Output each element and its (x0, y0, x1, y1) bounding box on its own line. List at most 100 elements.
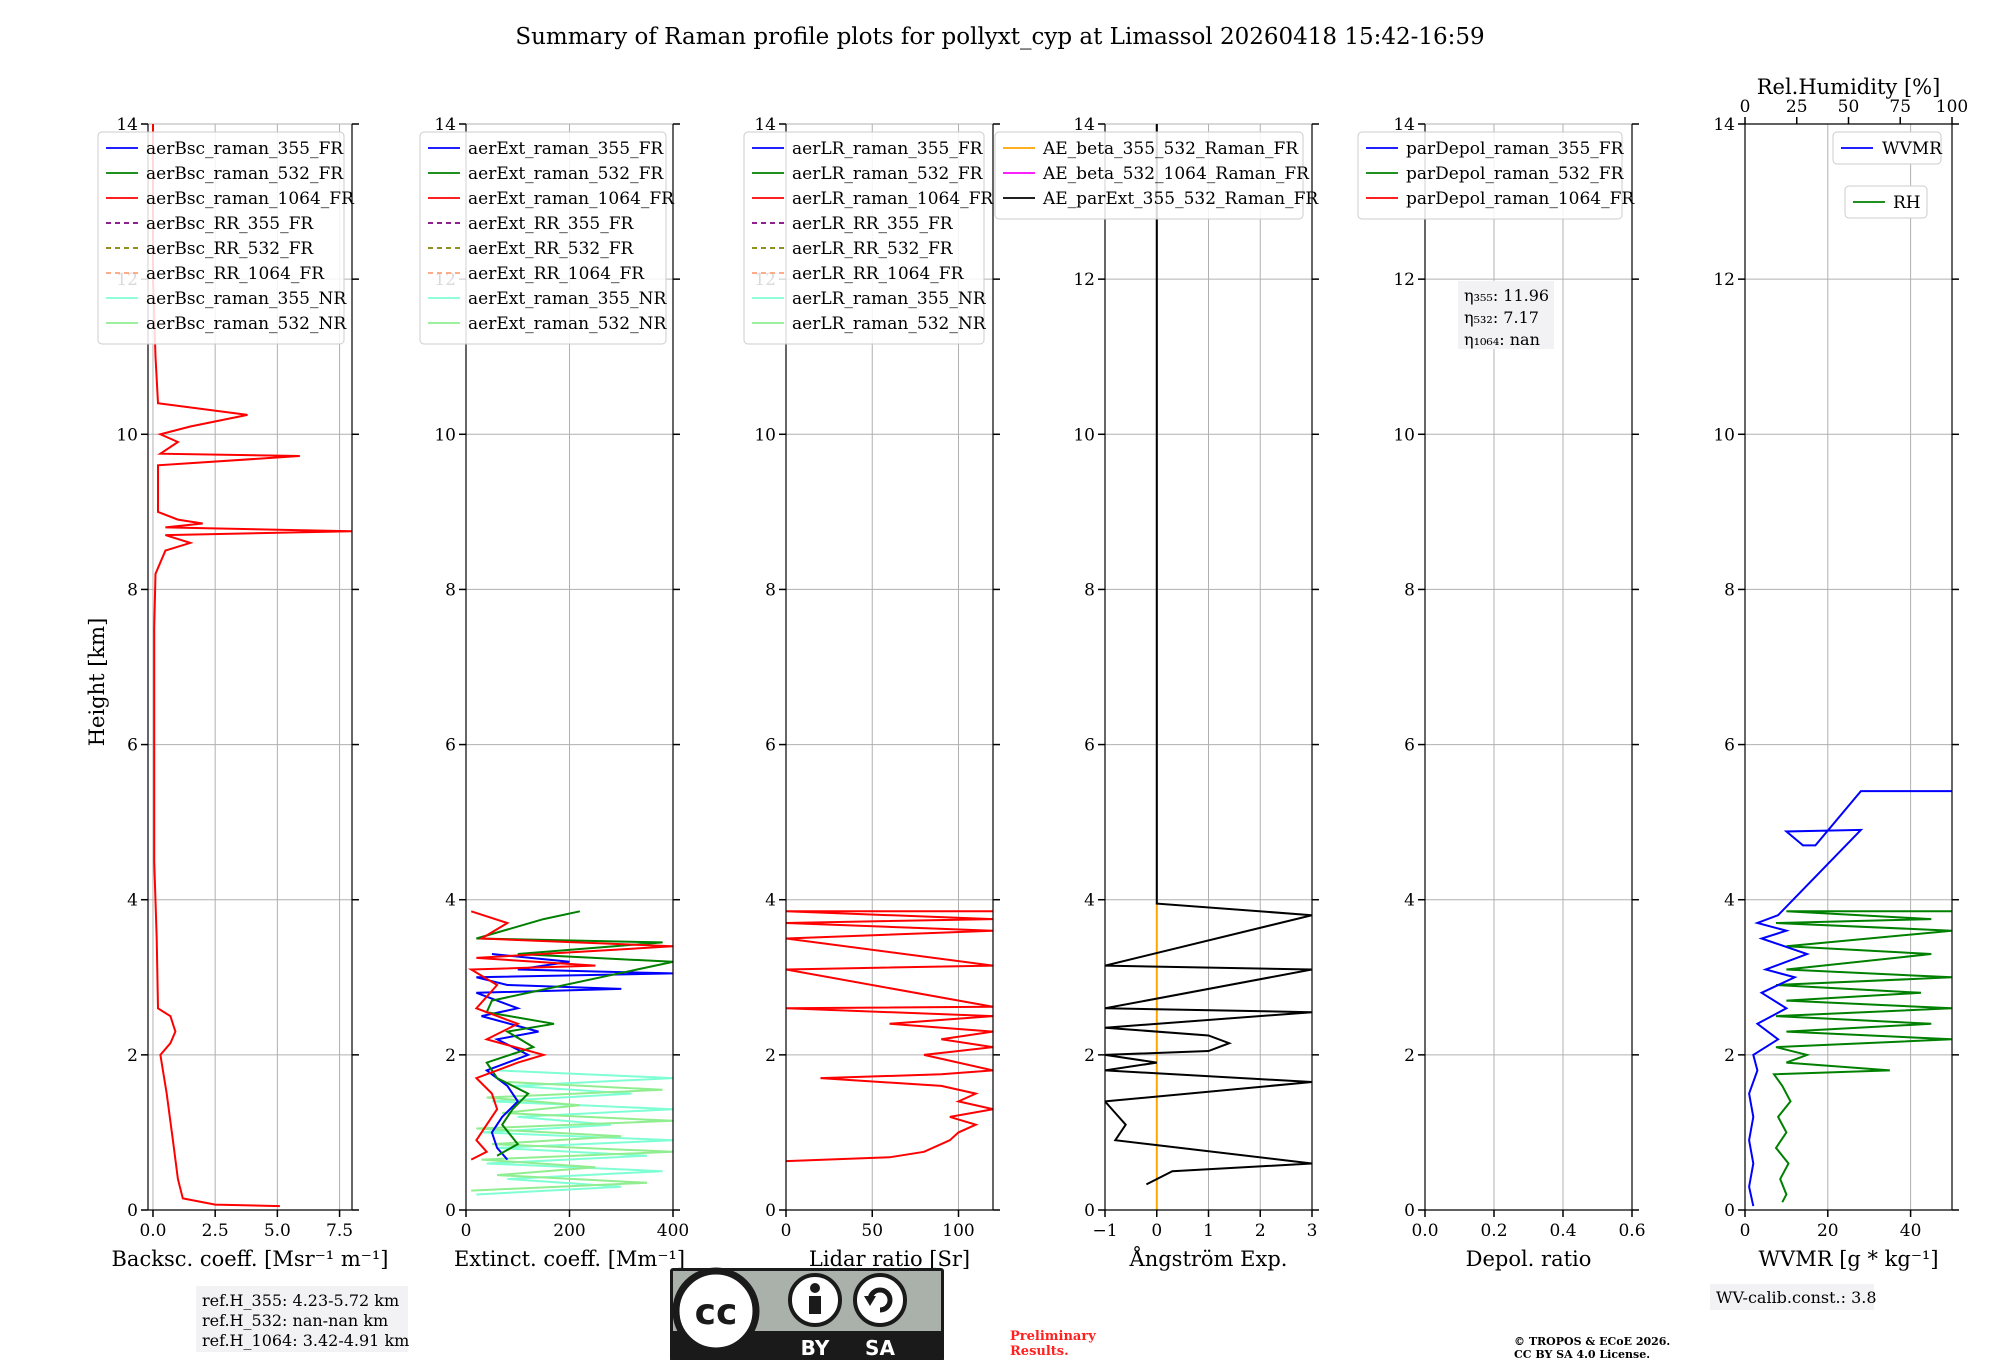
y-tick-label: 14 (754, 115, 776, 135)
legend-entry: RH (1893, 193, 1921, 213)
legend-entry: aerLR_raman_532_NR (792, 314, 987, 334)
copyright-text-2: CC BY SA 4.0 License. (1514, 1348, 1650, 1360)
top-x-tick-label: 75 (1889, 97, 1911, 117)
y-tick-label: 2 (1404, 1046, 1415, 1066)
y-axis-label: Height [km] (85, 618, 109, 747)
legend-entry: AE_parExt_355_532_Raman_FR (1042, 189, 1319, 209)
x-axis-label: WVMR [g * kg⁻¹] (1758, 1247, 1938, 1271)
legend-angstrom: AE_beta_355_532_Raman_FR AE_beta_532_1064… (994, 131, 1319, 220)
legend-entry: aerLR_raman_532_FR (792, 164, 984, 184)
cc-license-badge: cc BY SA (670, 1267, 944, 1362)
legend-entry: aerExt_raman_355_NR (468, 289, 667, 309)
legend-entry: parDepol_raman_1064_FR (1406, 189, 1635, 209)
legend-entry: aerLR_RR_1064_FR (792, 264, 965, 284)
y-tick-label: 14 (434, 115, 456, 135)
panel-lidar_ratio: 02468101214050100Lidar ratio [Sr]aerLR_r… (743, 115, 1000, 1271)
legend-box (97, 131, 345, 345)
x-tick-label: 0 (461, 1221, 472, 1241)
y-tick-label: 2 (765, 1046, 776, 1066)
legend-entry: aerBsc_RR_355_FR (146, 214, 314, 234)
figure-title: Summary of Raman profile plots for polly… (515, 24, 1484, 50)
legend-entry: aerExt_raman_532_FR (468, 164, 664, 184)
preliminary-text-1: Preliminary (1010, 1329, 1096, 1344)
y-tick-label: 12 (1073, 270, 1095, 290)
eta-1064-text: η₁₀₆₄: nan (1464, 330, 1540, 349)
y-tick-label: 6 (765, 736, 776, 756)
panel-extinction: 024681012140200400Extinct. coeff. [Mm⁻¹]… (419, 115, 689, 1271)
y-tick-label: 6 (127, 736, 138, 756)
legend-rh: RH (1844, 185, 1928, 219)
x-tick-label: 1 (1203, 1221, 1214, 1241)
x-tick-label: 20 (1817, 1221, 1839, 1241)
legend-entry: AE_beta_532_1064_Raman_FR (1042, 164, 1310, 184)
y-tick-label: 8 (1084, 580, 1095, 600)
y-tick-label: 14 (1393, 115, 1415, 135)
y-tick-label: 8 (127, 580, 138, 600)
x-tick-label: 0 (781, 1221, 792, 1241)
y-tick-label: 8 (765, 580, 776, 600)
series-aerExt_raman_1064_FR (467, 910, 673, 1161)
y-tick-label: 2 (1084, 1046, 1095, 1066)
y-tick-label: 12 (1393, 270, 1415, 290)
x-tick-label: 40 (1900, 1221, 1922, 1241)
eta-355-text: η₃₅₅: 11.96 (1464, 286, 1549, 305)
copyright-text-1: © TROPOS & ECoE 2026. (1514, 1335, 1670, 1348)
y-tick-label: 0 (765, 1201, 776, 1221)
x-tick-label: 0.2 (1480, 1221, 1507, 1241)
sa-share-alike-icon (853, 1273, 907, 1327)
x-tick-label: 0.0 (1411, 1221, 1438, 1241)
ref-h-1064-text: ref.H_1064: 3.42-4.91 km (202, 1331, 409, 1350)
top-x-tick-label: 25 (1786, 97, 1808, 117)
legend-entry: aerLR_raman_355_NR (792, 289, 987, 309)
eta-annotation: η₃₅₅: 11.96 η₅₃₂: 7.17 η₁₀₆₄: nan (1458, 281, 1554, 349)
legend-entry: WVMR (1882, 139, 1943, 159)
series-aerLR_raman_1064_FR (786, 910, 993, 1163)
legend-box (1832, 131, 1942, 165)
y-tick-label: 0 (127, 1201, 138, 1221)
x-tick-label: 0 (1740, 1221, 1751, 1241)
y-tick-label: 2 (1724, 1046, 1735, 1066)
x-tick-label: 2.5 (202, 1221, 229, 1241)
x-tick-label: 5.0 (264, 1221, 291, 1241)
series-AE_parExt_355_532_Raman_FR (1105, 124, 1312, 1186)
y-tick-label: 4 (127, 891, 138, 911)
y-tick-label: 4 (445, 891, 456, 911)
y-tick-label: 8 (445, 580, 456, 600)
x-axis-label: Lidar ratio [Sr] (809, 1247, 970, 1271)
y-tick-label: 4 (765, 891, 776, 911)
license-sa-label: SA (865, 1336, 895, 1360)
cc-icon (672, 1267, 760, 1355)
ref-h-355-text: ref.H_355: 4.23-5.72 km (202, 1291, 399, 1310)
top-x-tick-label: 100 (1936, 97, 1968, 117)
legend-entry: aerBsc_RR_1064_FR (146, 264, 325, 284)
ref-h-532-text: ref.H_532: nan-nan km (202, 1311, 388, 1330)
top-x-axis-label: Rel.Humidity [%] (1757, 75, 1941, 99)
top-x-tick-label: 0 (1740, 97, 1751, 117)
legend-entry: parDepol_raman_355_FR (1406, 139, 1625, 159)
legend-entry: aerExt_raman_1064_FR (468, 189, 675, 209)
y-tick-label: 10 (1393, 425, 1415, 445)
y-tick-label: 0 (1724, 1201, 1735, 1221)
y-tick-label: 10 (434, 425, 456, 445)
x-tick-label: −1 (1092, 1221, 1117, 1241)
legend-box (1357, 131, 1623, 220)
y-tick-label: 8 (1724, 580, 1735, 600)
legend-entry: AE_beta_355_532_Raman_FR (1042, 139, 1299, 159)
legend-entry: aerExt_RR_532_FR (468, 239, 634, 259)
y-tick-label: 6 (1724, 736, 1735, 756)
x-tick-label: 50 (861, 1221, 883, 1241)
legend-entry: aerLR_raman_355_FR (792, 139, 984, 159)
legend-entry: aerExt_raman_355_FR (468, 139, 664, 159)
x-tick-label: 7.5 (326, 1221, 353, 1241)
legend-lidar_ratio: aerLR_raman_355_FR aerLR_raman_532_FR aerL… (743, 131, 994, 345)
series-RH (1772, 910, 1952, 1203)
x-axis-label: Depol. ratio (1466, 1247, 1592, 1271)
y-tick-label: 6 (445, 736, 456, 756)
y-tick-label: 10 (754, 425, 776, 445)
legend-entry: aerLR_RR_532_FR (792, 239, 954, 259)
y-tick-label: 2 (127, 1046, 138, 1066)
x-tick-label: 0.0 (139, 1221, 166, 1241)
